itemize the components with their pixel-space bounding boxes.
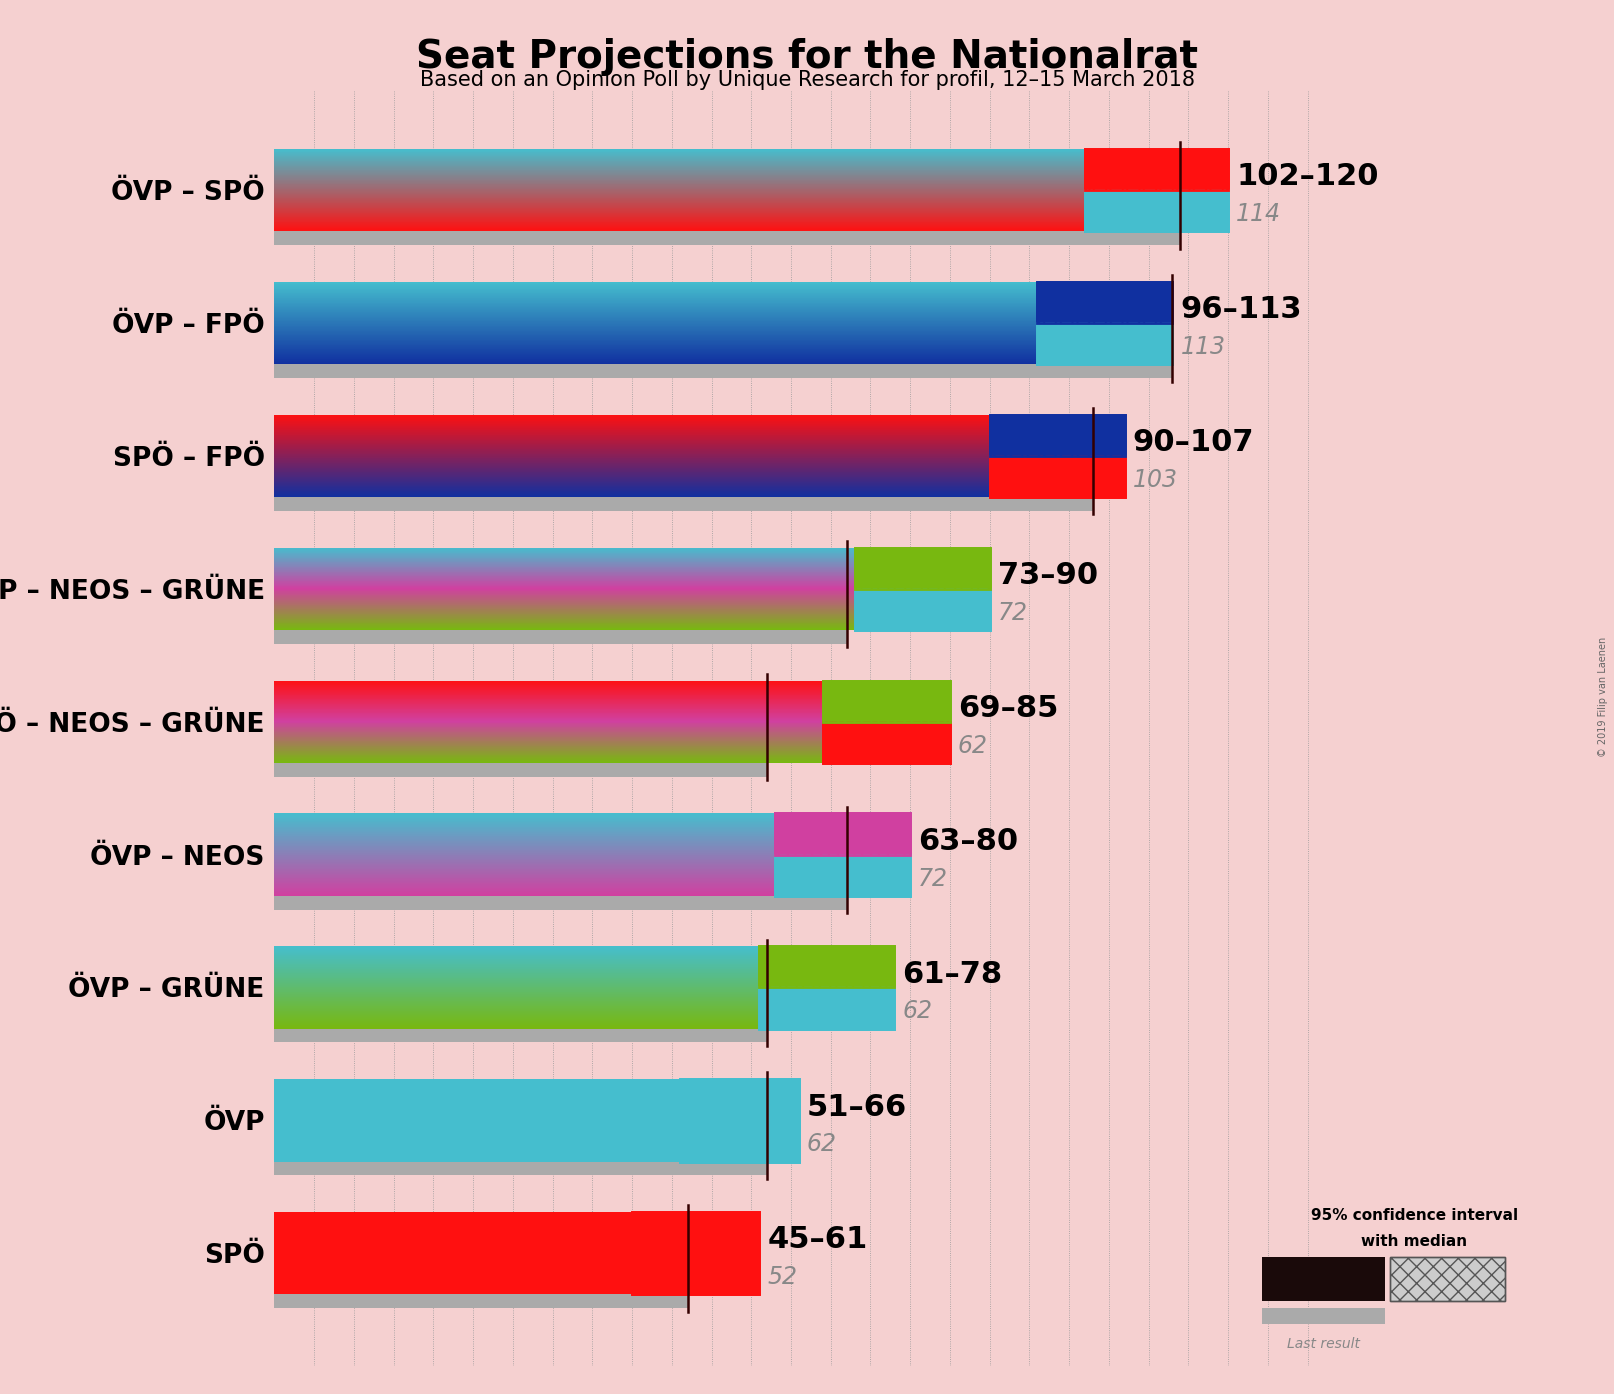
Text: 62: 62 <box>902 999 933 1023</box>
Text: 69–85: 69–85 <box>957 694 1059 723</box>
Text: Seat Projections for the Nationalrat: Seat Projections for the Nationalrat <box>416 38 1198 75</box>
Bar <box>854 548 989 588</box>
Bar <box>274 892 847 910</box>
Bar <box>274 1079 679 1161</box>
Text: © 2019 Filip van Laenen: © 2019 Filip van Laenen <box>1598 637 1608 757</box>
Bar <box>823 722 951 763</box>
Bar <box>775 855 910 896</box>
Text: 61–78: 61–78 <box>902 959 1002 988</box>
Bar <box>759 947 894 987</box>
Bar <box>823 722 951 763</box>
Bar <box>679 1079 799 1161</box>
Text: 73–90: 73–90 <box>997 560 1098 590</box>
Text: 51–66: 51–66 <box>807 1093 907 1122</box>
Bar <box>679 1079 799 1161</box>
Bar <box>1262 1256 1385 1302</box>
Text: with median: with median <box>1361 1234 1467 1249</box>
Text: 63–80: 63–80 <box>918 827 1018 856</box>
Bar <box>775 813 910 855</box>
Text: 95% confidence interval: 95% confidence interval <box>1311 1209 1517 1224</box>
Bar <box>274 229 1180 245</box>
Bar <box>1390 1256 1504 1302</box>
Bar <box>1262 1308 1385 1324</box>
Bar <box>989 456 1125 498</box>
Bar <box>1038 282 1172 323</box>
Bar <box>823 680 951 722</box>
Bar <box>1085 149 1228 190</box>
Bar <box>274 760 767 776</box>
Bar <box>274 493 1093 512</box>
Text: Last result: Last result <box>1288 1337 1361 1351</box>
Bar <box>1038 323 1172 364</box>
Text: 90–107: 90–107 <box>1133 428 1254 457</box>
Bar <box>775 855 910 896</box>
Bar <box>633 1211 759 1295</box>
Bar <box>989 456 1125 498</box>
Text: 45–61: 45–61 <box>767 1225 867 1255</box>
Text: 62: 62 <box>807 1132 838 1156</box>
Bar <box>1085 190 1228 231</box>
Text: Based on an Opinion Poll by Unique Research for profil, 12–15 March 2018: Based on an Opinion Poll by Unique Resea… <box>420 70 1194 89</box>
Bar <box>854 588 989 630</box>
Text: 72: 72 <box>918 867 947 891</box>
Bar <box>633 1211 759 1295</box>
Bar <box>989 415 1125 456</box>
Bar <box>274 361 1172 378</box>
Text: 72: 72 <box>997 601 1028 625</box>
Bar <box>775 813 910 855</box>
Bar <box>1085 149 1228 190</box>
Text: 96–113: 96–113 <box>1180 296 1302 325</box>
Text: 103: 103 <box>1133 468 1178 492</box>
Bar <box>759 987 894 1029</box>
Text: 114: 114 <box>1236 202 1282 226</box>
Text: 113: 113 <box>1180 335 1225 360</box>
Bar <box>274 1025 767 1043</box>
Bar <box>1085 190 1228 231</box>
Bar <box>274 1211 633 1295</box>
Bar <box>854 588 989 630</box>
Text: 52: 52 <box>767 1266 797 1289</box>
Bar <box>1390 1256 1504 1302</box>
Bar <box>1038 323 1172 364</box>
Bar <box>759 987 894 1029</box>
Bar <box>823 680 951 722</box>
Bar <box>274 1158 767 1175</box>
Bar <box>274 626 847 644</box>
Bar <box>274 1291 688 1308</box>
Bar <box>854 548 989 588</box>
Text: 62: 62 <box>957 733 988 757</box>
Bar <box>759 947 894 987</box>
Bar <box>989 415 1125 456</box>
Bar <box>1038 282 1172 323</box>
Text: 102–120: 102–120 <box>1236 163 1378 191</box>
